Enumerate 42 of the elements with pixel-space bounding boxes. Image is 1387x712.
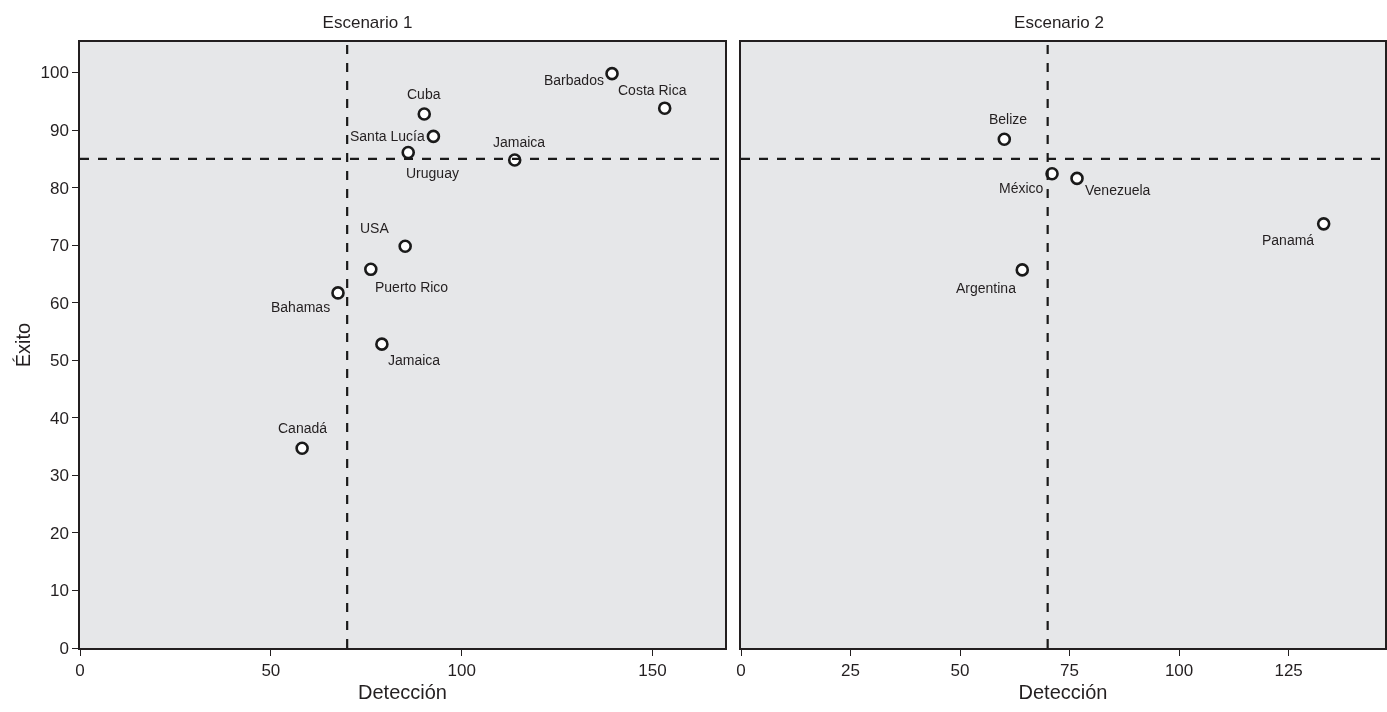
x-axis-title: Detección: [358, 681, 447, 704]
annotation: Puerto Rico: [375, 279, 449, 295]
y-tick-label: 50: [49, 351, 69, 371]
annotation: Santa Lucía: [350, 128, 425, 144]
annotation: México: [999, 180, 1044, 196]
annotation: Jamaica: [493, 134, 546, 150]
x-tick-label: 0: [736, 661, 746, 681]
x-tick-label: 75: [1060, 661, 1080, 681]
x-tick-label: 125: [1274, 661, 1303, 681]
y-tick-label: 80: [49, 178, 69, 198]
y-tick-label: 60: [49, 293, 69, 313]
x-tick-label: 0: [75, 661, 85, 681]
annotation: Belize: [989, 111, 1028, 127]
annotation: Barbados: [544, 72, 604, 88]
x-axis-title: Detección: [1018, 681, 1108, 704]
y-tick-label: 90: [49, 121, 69, 140]
x-tick-label: 150: [638, 661, 667, 681]
annotation: Argentina: [956, 280, 1017, 296]
annotation: Jamaica: [388, 352, 441, 368]
annotation: Cuba: [407, 86, 441, 102]
annotation: Canadá: [278, 420, 328, 436]
annotation: Costa Rica: [618, 82, 687, 98]
annotation: Panamá: [1262, 232, 1315, 248]
y-tick-label: 40: [49, 408, 69, 428]
y-tick-label: 0: [59, 638, 69, 658]
x-tick-label: 100: [1164, 661, 1194, 681]
annotation: USA: [360, 220, 390, 236]
y-tick-label: 100: [40, 63, 69, 83]
chart-title: Escenario 2: [1014, 13, 1104, 32]
y-axis-title: Éxito: [12, 322, 35, 368]
y-tick-label: 10: [49, 581, 69, 601]
x-tick-label: 50: [261, 661, 281, 681]
x-tick-label: 25: [841, 661, 860, 681]
chart-title: Escenario 1: [322, 13, 413, 32]
x-tick-label: 100: [447, 661, 476, 681]
annotation: Bahamas: [271, 299, 331, 315]
y-tick-label: 30: [49, 466, 69, 486]
y-tick-label: 20: [49, 523, 69, 543]
x-tick-label: 50: [950, 661, 970, 681]
annotation: Venezuela: [1085, 182, 1151, 198]
y-tick-label: 70: [49, 236, 69, 256]
annotation: Uruguay: [406, 165, 459, 181]
